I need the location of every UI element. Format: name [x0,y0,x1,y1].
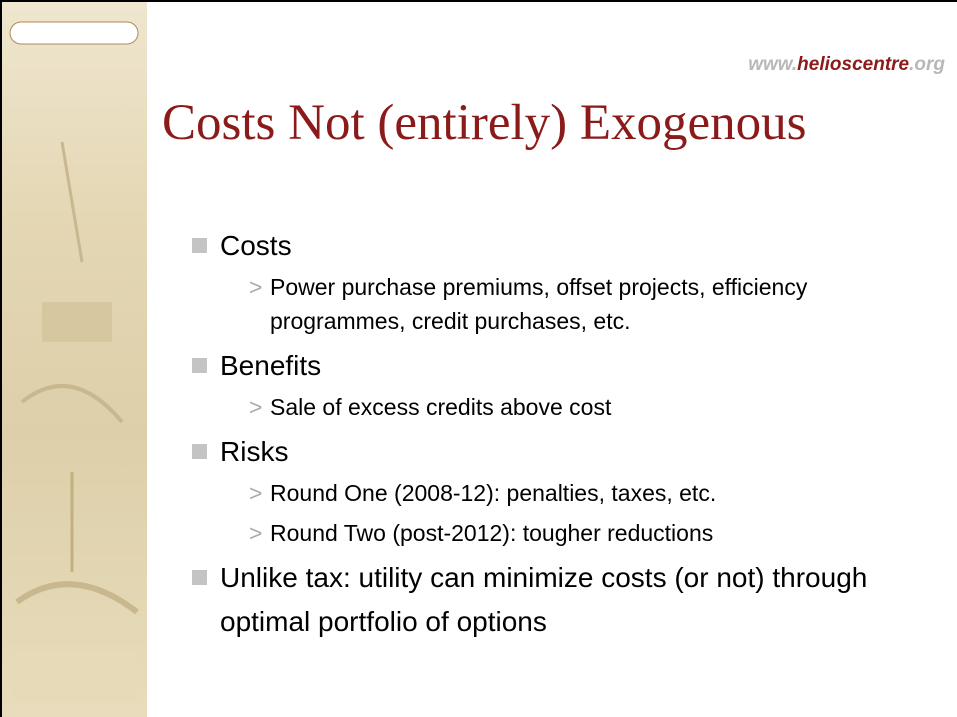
slide: www.helioscentre.org Costs Not (entirely… [0,0,957,717]
website-url: www.helioscentre.org [748,54,945,76]
url-prefix: www. [748,54,797,75]
sidebar-art [2,2,147,717]
sub-bullet: Power purchase premiums, offset projects… [249,270,930,338]
sub-bullet: Round Two (post-2012): tougher reduction… [249,516,930,550]
bullet: Unlike tax: utility can minimize costs (… [192,556,922,644]
url-suffix: .org [909,54,945,75]
bullet: Costs [192,224,922,268]
bullet-list: CostsPower purchase premiums, offset pro… [192,224,922,644]
url-name: helioscentre [797,54,909,75]
sidebar-decoration [2,2,147,717]
bullet: Risks [192,430,922,474]
sub-bullet: Sale of excess credits above cost [249,390,930,424]
sub-bullet: Round One (2008-12): penalties, taxes, e… [249,476,930,510]
slide-title: Costs Not (entirely) Exogenous [162,94,807,152]
bullet: Benefits [192,344,922,388]
